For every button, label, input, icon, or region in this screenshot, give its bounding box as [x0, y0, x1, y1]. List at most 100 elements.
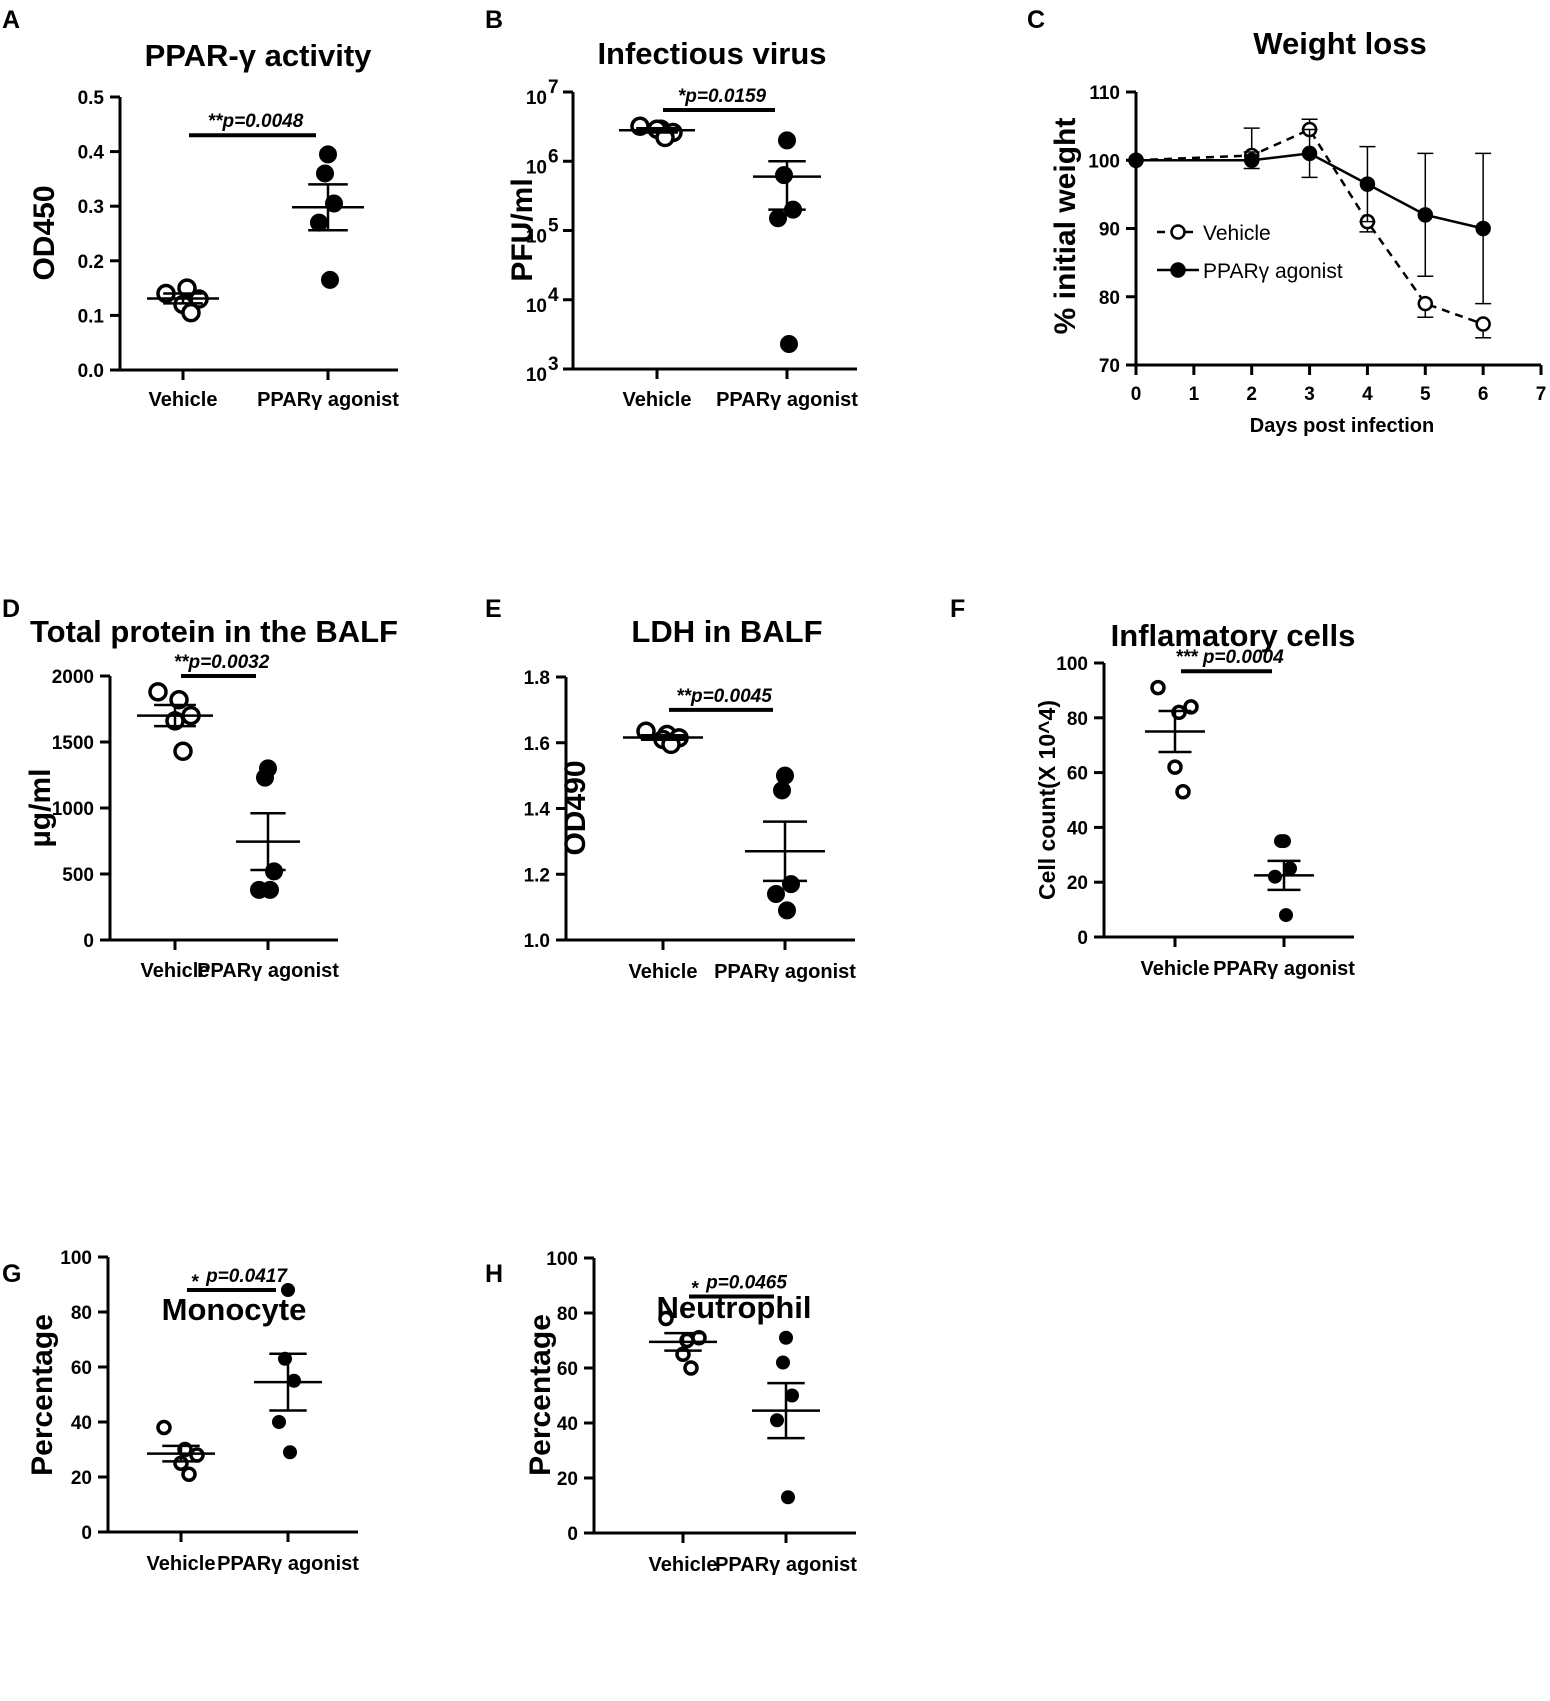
- data-point: [1128, 152, 1144, 168]
- y-tick-label: 60: [557, 1359, 578, 1380]
- y-tick-label: 0.5: [78, 88, 105, 109]
- y-tick-label: 80: [1099, 288, 1120, 309]
- data-point: [781, 1490, 795, 1505]
- panel-label: H: [485, 1260, 503, 1288]
- y-axis-label: PFU/ml: [506, 178, 539, 281]
- data-point: [283, 1445, 297, 1460]
- panel-label: C: [1027, 6, 1045, 34]
- x-tick-label: 7: [1536, 384, 1547, 405]
- panel-label: A: [2, 6, 20, 34]
- legend-marker: [1170, 262, 1186, 278]
- x-category-label: PPARγ agonist: [1213, 958, 1355, 980]
- panel-label: G: [2, 1260, 21, 1288]
- y-tick-label: 40: [1067, 818, 1088, 839]
- y-tick-label: 1.4: [524, 800, 551, 821]
- y-tick-label: 1500: [52, 733, 94, 754]
- y-tick-exponent: 7: [548, 77, 559, 98]
- data-point: [1150, 679, 1166, 696]
- significance-label: *** p=0.0004: [1175, 647, 1284, 668]
- y-tick-label: 1.6: [524, 734, 550, 755]
- y-tick-label: 40: [71, 1413, 92, 1434]
- y-axis-label: OD490: [559, 760, 592, 855]
- chart-title: Monocyte: [162, 1292, 307, 1327]
- x-category-label: PPARγ agonist: [257, 389, 399, 411]
- data-point: [148, 682, 168, 702]
- data-point: [779, 1330, 793, 1345]
- data-point: [683, 1360, 699, 1376]
- x-axis-label: Days post infection: [1250, 415, 1434, 437]
- y-tick-label: 100: [60, 1248, 92, 1269]
- data-point: [1475, 220, 1491, 237]
- y-axis-label: µg/ml: [24, 769, 57, 848]
- data-point: [156, 1419, 172, 1436]
- y-tick-label: 60: [71, 1358, 92, 1379]
- y-tick-label: 1.2: [524, 865, 550, 886]
- y-tick-exponent: 4: [548, 285, 559, 306]
- panel-g: G Monocyte 0 20 40 60 80 100 Vehicle PPARγ agonis…: [2, 1248, 359, 1575]
- y-tick-label: 0: [83, 931, 94, 952]
- y-tick-label: 0.3: [78, 197, 104, 218]
- panel-label: F: [950, 595, 965, 623]
- y-tick-label: 40: [557, 1414, 578, 1435]
- y-axis-label: Cell count(X 10^4): [1034, 700, 1060, 900]
- x-category-label: Vehicle: [147, 1553, 216, 1575]
- x-category-label: PPARγ agonist: [716, 389, 858, 411]
- data-point: [1417, 295, 1434, 312]
- data-point: [1167, 759, 1183, 775]
- y-axis-label: OD450: [28, 185, 61, 280]
- y-tick-label: 1.8: [524, 668, 550, 689]
- y-tick-label: 80: [1067, 709, 1088, 730]
- x-tick-label: 0: [1131, 384, 1142, 405]
- x-category-label: PPARγ agonist: [197, 960, 339, 982]
- y-tick-label: 0.4: [78, 143, 105, 164]
- significance-label: **p=0.0048: [208, 111, 304, 132]
- data-point: [319, 145, 337, 164]
- y-tick-label: 0: [81, 1523, 92, 1544]
- panel-label: B: [485, 6, 503, 34]
- data-point: [1175, 784, 1191, 800]
- data-point: [272, 1415, 286, 1429]
- data-point: [310, 213, 328, 232]
- y-tick-label: 10: [526, 157, 547, 178]
- y-tick-label: 20: [71, 1468, 92, 1489]
- panel-a: A PPAR-γ activity 0.0 0.1 0.2 0.3 0.4 0.5 Vehicl…: [2, 6, 399, 411]
- y-tick-label: 500: [62, 865, 94, 886]
- data-point: [256, 768, 274, 787]
- y-tick-exponent: 5: [548, 216, 559, 237]
- legend-marker: [1170, 224, 1186, 240]
- panel-d: D Total protein in the BALF 0 500 1000 1500 20…: [2, 595, 398, 982]
- data-point: [769, 209, 787, 228]
- data-point: [780, 334, 798, 353]
- significance-label: p=0.0417: [205, 1266, 288, 1287]
- x-category-label: Vehicle: [149, 389, 218, 411]
- panel-label: E: [485, 595, 502, 623]
- y-tick-label: 0: [1077, 928, 1088, 949]
- data-point: [265, 862, 283, 881]
- x-category-label: Vehicle: [629, 961, 698, 983]
- data-point: [316, 164, 334, 183]
- x-tick-label: 5: [1420, 384, 1431, 405]
- data-point: [261, 880, 279, 899]
- y-tick-label: 70: [1099, 356, 1120, 377]
- y-tick-label: 1000: [52, 799, 94, 820]
- legend-label: Vehicle: [1203, 222, 1271, 245]
- y-tick-label: 0: [567, 1524, 578, 1545]
- data-point: [321, 270, 339, 289]
- y-tick-label: 10: [526, 365, 547, 386]
- y-tick-label: 100: [1056, 654, 1088, 675]
- chart-title: Total protein in the BALF: [30, 614, 398, 649]
- data-point: [181, 1466, 197, 1482]
- data-point: [775, 166, 793, 185]
- chart-title: LDH in BALF: [631, 614, 822, 649]
- x-tick-label: 1: [1189, 384, 1200, 405]
- x-category-label: PPARγ agonist: [715, 1554, 857, 1576]
- data-point: [169, 690, 189, 710]
- data-point: [1268, 869, 1282, 884]
- y-axis-label: Percentage: [26, 1314, 59, 1476]
- y-tick-label: 0.2: [78, 252, 104, 273]
- y-axis-label: % initial weight: [1049, 118, 1082, 335]
- chart-title: PPAR-γ activity: [145, 38, 373, 73]
